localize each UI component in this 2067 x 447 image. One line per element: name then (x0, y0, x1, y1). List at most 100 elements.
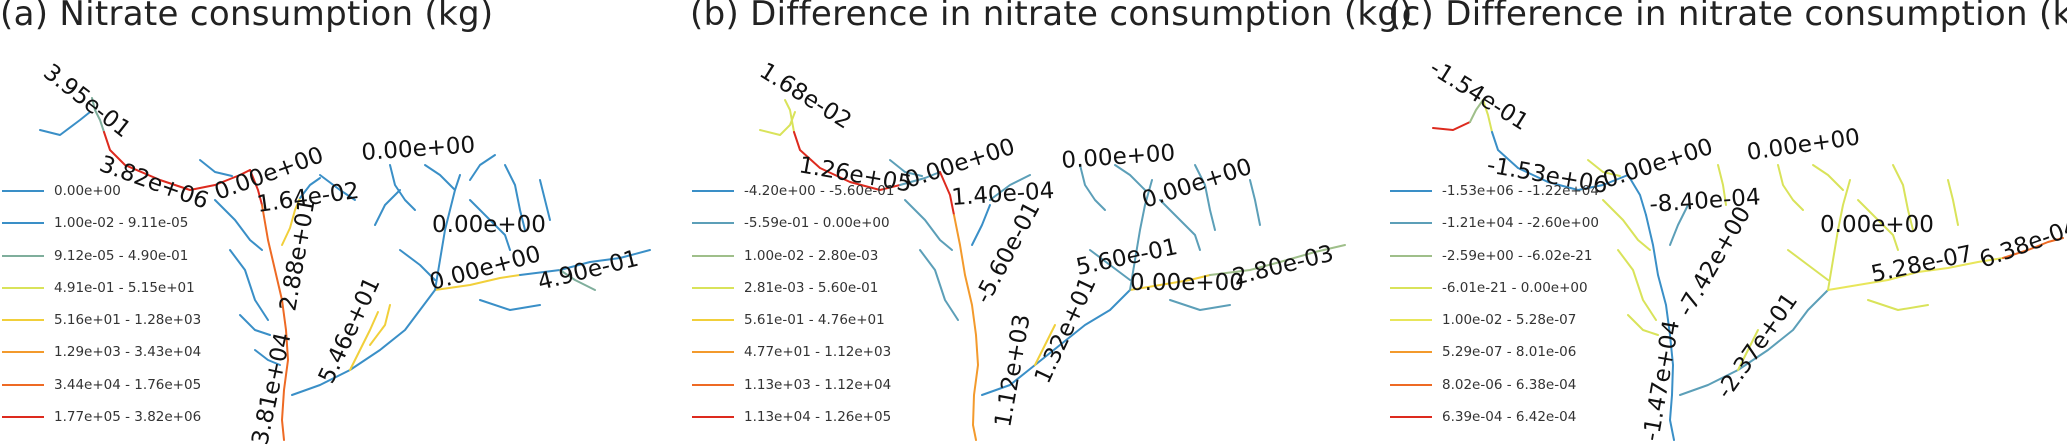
river-segment (1777, 164, 1804, 211)
river-segment (39, 111, 91, 136)
river-segment (434, 274, 521, 291)
legend-label: -4.20e+00 - -5.60e-01 (744, 183, 895, 199)
map-panel-b: (b) Difference in nitrate consumption (k… (690, 0, 1413, 447)
river-segment (1469, 99, 1484, 123)
legend-label: 5.29e-07 - 8.01e-06 (1442, 344, 1577, 361)
legend-label: 3.44e+04 - 1.76e+05 (54, 376, 202, 393)
value-label: 0.00e+00 (1600, 134, 1716, 194)
legend-swatch (692, 254, 734, 257)
legend-label: 8.02e-06 - 6.38e-04 (1442, 376, 1577, 393)
value-label: 0.00e+00 (427, 241, 544, 296)
legend-swatch (2, 383, 44, 386)
river-segment (1194, 164, 1216, 231)
river-segment (1159, 199, 1201, 251)
value-label: 0.00e+00 (1745, 124, 1861, 166)
legend-label: 1.13e+03 - 1.12e+04 (744, 376, 892, 393)
river-segment (214, 199, 263, 251)
river-segment (1892, 164, 1914, 231)
value-label: 1.40e-04 (951, 178, 1056, 211)
river-segment (229, 249, 269, 321)
legend-swatch (1390, 254, 1432, 257)
legend-swatch (1390, 351, 1432, 354)
river-segment (1717, 164, 1727, 206)
river-segment (479, 299, 541, 311)
legend-label: 0.00e+00 (54, 183, 121, 199)
legend-swatch (2, 319, 44, 322)
river-segment (793, 131, 901, 191)
value-label: 0.00e+00 (1061, 140, 1176, 174)
value-label: 0.00e+00 (1130, 270, 1244, 296)
river-segment (904, 199, 953, 251)
river-segment (1129, 179, 1153, 291)
river-segment (399, 249, 436, 281)
river-network-map: 1.68e-02 1.26e+05 0.00e+00 1.40e-04 0.00… (755, 58, 1346, 441)
river-segment (919, 249, 959, 321)
value-label: -1.47e+04 (1638, 318, 1685, 443)
value-label: -2.37e+01 (1712, 288, 1803, 403)
river-segment (239, 314, 271, 336)
legend-swatch (1390, 190, 1432, 192)
value-label: -5.60e-01 (970, 197, 1045, 307)
river-segment (1209, 244, 1346, 276)
legend-label: 1.77e+05 - 3.82e+06 (54, 409, 202, 426)
value-label: -1.54e-01 (1425, 55, 1533, 136)
value-label: 0.00e+00 (361, 132, 476, 166)
river-segment (1947, 179, 1959, 226)
river-segment (1679, 289, 1829, 396)
river-segment (1432, 121, 1471, 131)
value-label: 0.00e+00 (432, 212, 546, 238)
legend-label: 1.29e+03 - 3.43e+04 (54, 344, 202, 361)
legend-swatch (1390, 416, 1432, 419)
legend-label: -1.53e+06 - -1.22e+04 (1442, 183, 1599, 199)
river-segment (103, 131, 251, 191)
map-panel-a: (a) Nitrate consumption (kg) (0, 0, 680, 447)
river-segment (469, 199, 511, 251)
river-network-map: -1.54e-01 -1.53e+06 0.00e+00 0.00e+00 -8… (1425, 55, 2067, 443)
river-segment (1787, 249, 1829, 281)
river-segment (889, 159, 923, 177)
river-segment (1669, 204, 1689, 246)
river-segment (1129, 274, 1211, 291)
legend-swatch (692, 222, 734, 225)
value-label: 0.00e+00 (1820, 212, 1934, 238)
value-label: 2.80e-03 (1230, 241, 1336, 291)
river-segment (1737, 329, 1759, 371)
value-label: 6.38e-04 (1976, 214, 2067, 274)
legend-label: 5.16e+01 - 1.28e+03 (54, 312, 202, 329)
river-segment (349, 311, 379, 371)
river-segment (1867, 299, 1929, 311)
legend-swatch (692, 319, 734, 322)
legend-label: 1.13e+04 - 1.26e+05 (744, 409, 892, 426)
legend-label: -6.01e-21 - 0.00e+00 (1442, 279, 1588, 296)
river-segment (981, 289, 1131, 396)
legend-swatch (2, 190, 44, 192)
river-segment (759, 111, 796, 136)
river-segment (374, 189, 401, 226)
river-segment (899, 171, 941, 186)
legend-swatch (2, 254, 44, 257)
river-segment (971, 204, 991, 246)
river-segment (1491, 131, 1629, 191)
panel-title: (b) Difference in nitrate consumption (k… (690, 0, 1413, 34)
legend-label: -2.59e+00 - -6.02e-21 (1442, 247, 1593, 264)
legend-label: 5.61e-01 - 4.76e+01 (744, 312, 885, 329)
legend-label: -1.21e+04 - -2.60e+00 (1442, 215, 1599, 232)
river-segment (2002, 237, 2064, 259)
river-segment (1602, 199, 1651, 251)
river-segment (1917, 257, 2004, 273)
value-label: 3.81e+04 (247, 330, 296, 447)
legend-label: 1.00e-02 - 5.28e-07 (1442, 312, 1577, 329)
river-segment (1482, 99, 1493, 133)
legend-swatch (1390, 383, 1432, 386)
value-label: 4.90e-01 (535, 246, 641, 296)
river-segment (369, 304, 391, 346)
river-segment (1114, 164, 1146, 191)
legend-swatch (692, 383, 734, 386)
river-segment (199, 159, 233, 177)
river-segment (504, 164, 526, 231)
river-segment (1627, 314, 1659, 336)
river-segment (299, 177, 321, 199)
river-segment (389, 164, 416, 211)
legend-label: 1.00e-02 - 2.80e-03 (744, 247, 879, 264)
river-segment (281, 197, 301, 246)
